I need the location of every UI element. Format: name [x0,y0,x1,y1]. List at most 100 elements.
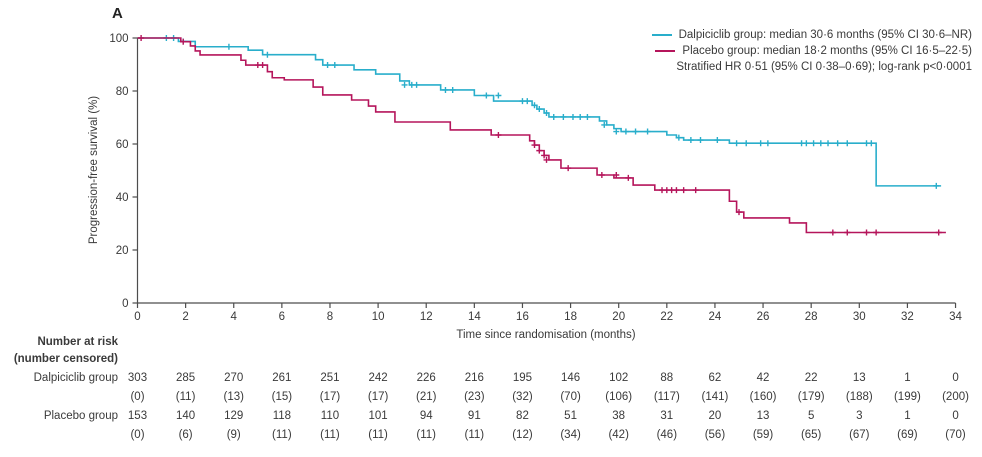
censored-count-cell: (11) [320,429,340,441]
censored-count-cell: (67) [849,429,870,441]
risk-count-cell: 140 [176,410,196,422]
censored-count-cell: (15) [271,391,293,403]
x-tick-label: 16 [516,311,529,323]
x-tick-label: 14 [468,311,481,323]
risk-count-cell: 146 [560,372,581,384]
censored-count-cell: (12) [512,429,533,441]
placebo-censor-marks [138,35,942,236]
risk-count-cell: 1 [904,372,911,384]
censored-count-cell: (59) [752,429,774,441]
censored-count-cell: (0) [130,429,145,441]
censored-count-cell: (17) [319,391,341,403]
x-tick-label: 20 [612,311,625,323]
risk-count-cell: 285 [176,372,196,384]
x-tick-label: 8 [327,311,333,323]
risk-count-cell: 226 [416,372,436,384]
censored-count-cell: (13) [223,391,244,403]
x-tick-label: 12 [420,311,433,323]
y-tick-label: 20 [116,245,129,257]
censored-count-cell: (160) [749,391,777,403]
risk-count-cell: 102 [609,372,629,384]
legend-label-placebo: Placebo group: median 18·2 months (95% C… [682,45,972,57]
censored-count-cell: (179) [797,391,825,403]
censored-count-cell: (9) [226,429,241,441]
y-tick-label: 100 [109,33,128,45]
censored-count-cell: (42) [608,429,629,441]
y-tick-label: 0 [122,298,128,310]
x-tick-label: 2 [182,311,188,323]
risk-count-cell: 13 [756,410,770,422]
censored-count-cell: (0) [130,391,145,403]
y-axis-title: Progression-free survival (%) [88,96,100,244]
x-tick-label: 22 [660,311,673,323]
x-tick-label: 4 [231,311,238,323]
risk-count-cell: 0 [952,410,959,422]
km-chart: Time since randomisation (months) Progre… [88,33,963,341]
risk-count-cell: 88 [660,372,674,384]
x-tick-label: 24 [709,311,722,323]
censored-count-cell: (11) [175,391,196,403]
censored-count-cell: (106) [605,391,633,403]
dalpiciclib-line-swatch [651,34,672,36]
censored-count-cell: (11) [416,429,437,441]
risk-count-cell: 303 [127,372,148,384]
legend-row-dalpiciclib: Dalpiciclib group: median 30·6 months (9… [651,27,972,43]
risk-row-label: Placebo group [43,410,118,422]
axes [136,38,956,304]
risk-table-title: Number at risk [37,336,118,348]
x-tick-label: 0 [134,311,140,323]
risk-count-cell: 62 [708,372,722,384]
risk-count-cell: 0 [952,372,959,384]
x-tick-label: 10 [372,311,385,323]
risk-count-cell: 31 [660,410,674,422]
censored-count-cell: (11) [368,429,388,441]
risk-count-cell: 91 [467,410,481,422]
risk-count-cell: 110 [320,410,340,422]
censored-count-cell: (21) [415,391,437,403]
censored-count-cell: (32) [512,391,533,403]
censored-count-cell: (70) [945,429,966,441]
censored-count-cell: (200) [942,391,969,403]
risk-count-cell: 13 [852,372,866,384]
risk-count-cell: 270 [224,372,244,384]
dalpiciclib-curve [137,37,942,187]
x-tick-label: 34 [949,311,962,323]
chart-legend: Dalpiciclib group: median 30·6 months (9… [651,27,972,75]
risk-count-cell: 251 [320,372,340,384]
placebo-line-swatch [655,50,676,52]
risk-count-cell: 42 [756,372,770,384]
censored-count-cell: (117) [653,391,680,403]
risk-count-cell: 216 [464,372,484,384]
censored-count-cell: (11) [464,429,485,441]
censored-count-cell: (65) [800,429,822,441]
risk-count-cell: 261 [272,372,292,384]
x-axis-title: Time since randomisation (months) [456,329,635,341]
censored-count-cell: (69) [897,429,918,441]
y-tick-label: 60 [116,139,129,151]
risk-count-cell: 94 [419,410,433,422]
y-tick-label: 80 [116,86,129,98]
x-tick-label: 32 [901,311,914,323]
risk-count-cell: 101 [368,410,388,422]
risk-count-cell: 82 [516,410,529,422]
risk-count-cell: 20 [708,410,722,422]
censored-count-cell: (199) [893,391,921,403]
censored-count-cell: (34) [560,429,581,441]
legend-label-dalpiciclib: Dalpiciclib group: median 30·6 months (9… [678,29,972,41]
risk-count-cell: 51 [564,410,577,422]
censored-count-cell: (141) [701,391,729,403]
legend-row-placebo: Placebo group: median 18·2 months (95% C… [652,43,972,59]
risk-count-cell: 242 [368,372,388,384]
risk-count-cell: 22 [804,372,818,384]
risk-count-cell: 38 [612,410,626,422]
x-tick-label: 30 [853,311,866,323]
risk-count-cell: 3 [856,410,863,422]
risk-row-label: Dalpiciclib group [33,372,118,384]
risk-count-cell: 118 [272,410,292,422]
risk-table-subtitle: (number censored) [13,353,118,365]
hazard-ratio-note: Stratified HR 0·51 (95% CI 0·38–0·69); l… [676,61,972,73]
censored-count-cell: (70) [560,391,581,403]
censored-count-cell: (6) [178,429,193,441]
censored-count-cell: (56) [704,429,726,441]
